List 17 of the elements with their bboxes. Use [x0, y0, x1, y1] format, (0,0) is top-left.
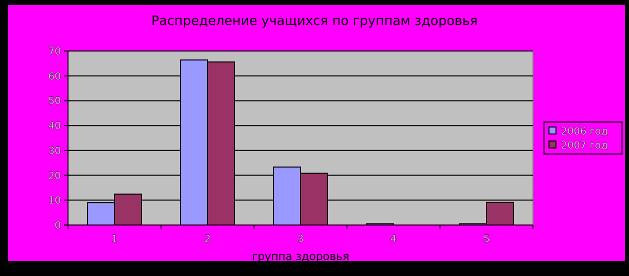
- x-tick-label: 5: [483, 234, 490, 245]
- y-tick-label: 40: [48, 121, 61, 132]
- y-tick-label: 50: [48, 96, 61, 108]
- y-tick-label: 20: [48, 170, 61, 182]
- y-tick-label: 70: [48, 46, 61, 58]
- x-tick-label: 2: [204, 234, 211, 245]
- y-tick-label: 0: [54, 220, 61, 232]
- x-axis-title: группа здоровья: [252, 250, 350, 263]
- legend-label: 2006 год: [561, 126, 608, 138]
- legend-label: 2007 год: [561, 140, 608, 152]
- y-tick-label: 30: [48, 146, 61, 157]
- y-tick-label: 60: [48, 71, 61, 82]
- y-tick-label: 10: [48, 196, 61, 207]
- x-tick-label: 1: [111, 234, 118, 245]
- x-tick-label: 4: [390, 234, 397, 245]
- chart-title: Распределение учащихся по группам здоровья: [151, 14, 478, 29]
- x-tick-label: 3: [297, 234, 304, 245]
